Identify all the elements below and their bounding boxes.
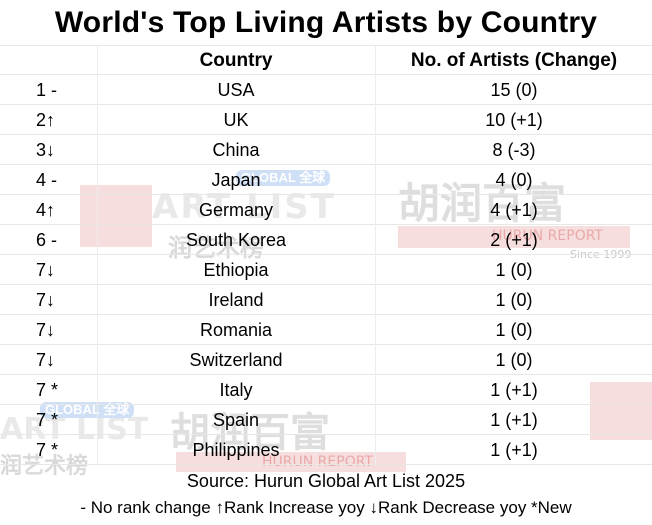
country-cell: China	[212, 140, 260, 160]
artists-cell: 4 (0)	[495, 170, 533, 190]
column-divider-2	[375, 45, 376, 465]
artists-cell: 1 (0)	[495, 260, 533, 280]
table-row: 3↓ China 8 (-3)	[0, 135, 652, 165]
column-divider-1	[97, 45, 98, 465]
country-cell: Japan	[211, 170, 261, 190]
country-cell: UK	[223, 110, 249, 130]
table-row: 4↑ Germany 4 (+1)	[0, 195, 652, 225]
country-cell: Switzerland	[189, 350, 283, 370]
country-cell: Italy	[219, 380, 253, 400]
rank-cell: 7↓	[36, 350, 56, 370]
rank-cell: 4 -	[36, 170, 58, 190]
country-cell: South Korea	[185, 230, 287, 250]
artists-cell: 1 (+1)	[490, 380, 538, 400]
rank-cell: 7↓	[36, 260, 56, 280]
artists-cell: 1 (+1)	[490, 410, 538, 430]
source-note: Source: Hurun Global Art List 2025	[186, 471, 466, 491]
rank-cell: 7 *	[36, 410, 59, 430]
country-cell: Philippines	[192, 440, 280, 460]
rank-cell: 4↑	[36, 200, 56, 220]
artists-table: Country No. of Artists (Change) 1 - USA 15…	[0, 45, 652, 465]
rank-cell: 1 -	[36, 80, 58, 100]
table-row: 7 * Philippines 1 (+1)	[0, 435, 652, 465]
table-row: 7↓ Ethiopia 1 (0)	[0, 255, 652, 285]
rank-cell: 7 *	[36, 440, 59, 460]
artists-cell: 1 (0)	[495, 290, 533, 310]
table-row: 7↓ Ireland 1 (0)	[0, 285, 652, 315]
header-country: Country	[199, 50, 273, 71]
rank-cell: 2↑	[36, 110, 56, 130]
artists-cell: 8 (-3)	[492, 140, 536, 160]
page-title: World's Top Living Artists by Country	[54, 6, 598, 39]
table-row: 4 - Japan 4 (0)	[0, 165, 652, 195]
table-body: 1 - USA 15 (0) 2↑ UK 10 (+1) 3↓ China 8 (-3) 4 - J…	[0, 75, 652, 465]
artists-cell: 10 (+1)	[485, 110, 543, 130]
country-cell: Romania	[199, 320, 273, 340]
header-artists: No. of Artists (Change)	[410, 50, 618, 71]
artists-cell: 2 (+1)	[490, 230, 538, 250]
table-row: 7 * Italy 1 (+1)	[0, 375, 652, 405]
country-cell: Ireland	[208, 290, 264, 310]
artists-cell: 1 (0)	[495, 320, 533, 340]
header-rank	[36, 46, 96, 76]
artists-cell: 15 (0)	[490, 80, 538, 100]
country-cell: Ethiopia	[203, 260, 269, 280]
artists-cell: 1 (+1)	[490, 440, 538, 460]
table-row: 7↓ Switzerland 1 (0)	[0, 345, 652, 375]
legend-note: - No rank change ↑Rank Increase yoy ↓Ran…	[80, 498, 572, 517]
table-row: 7 * Spain 1 (+1)	[0, 405, 652, 435]
rank-cell: 6 -	[36, 230, 58, 250]
table-row: 1 - USA 15 (0)	[0, 75, 652, 105]
rank-cell: 7↓	[36, 320, 56, 340]
artists-cell: 4 (+1)	[490, 200, 538, 220]
rank-cell: 7↓	[36, 290, 56, 310]
table-row: 7↓ Romania 1 (0)	[0, 315, 652, 345]
table-header-row: Country No. of Artists (Change)	[0, 45, 652, 75]
artists-cell: 1 (0)	[495, 350, 533, 370]
table-row: 6 - South Korea 2 (+1)	[0, 225, 652, 255]
country-cell: Germany	[198, 200, 274, 220]
rank-cell: 3↓	[36, 140, 56, 160]
table-row: 2↑ UK 10 (+1)	[0, 105, 652, 135]
country-cell: USA	[217, 80, 255, 100]
rank-cell: 7 *	[36, 380, 59, 400]
country-cell: Spain	[212, 410, 260, 430]
